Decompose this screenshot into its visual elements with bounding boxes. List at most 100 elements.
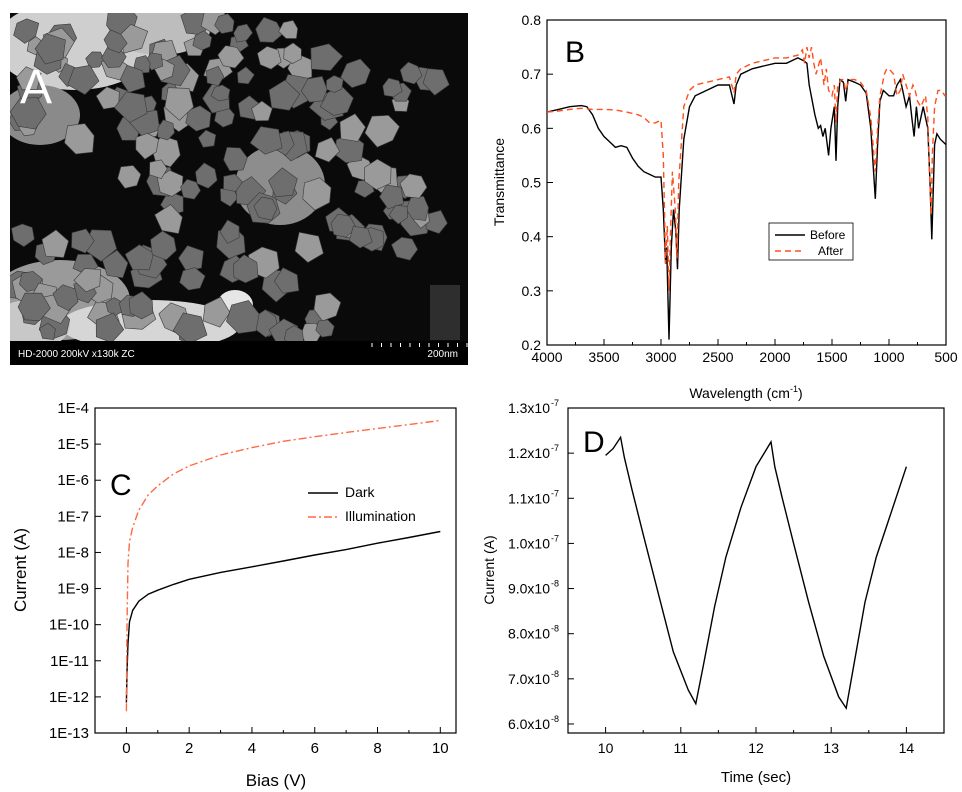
particle (73, 268, 101, 293)
y-tick-label: 0.6 (522, 120, 542, 136)
particle (149, 159, 168, 180)
particle (157, 119, 175, 141)
particle (300, 76, 328, 103)
y-tick-label: 1E-10 (49, 617, 89, 634)
y-tick-label: 0.5 (522, 175, 542, 191)
particle (425, 210, 448, 234)
x-tick-label: 4000 (531, 349, 562, 365)
y-tick-exponent: -8 (551, 714, 559, 724)
panel-c-iv-chart: 0 2 4 6 8 10 1E-13 1E-12 1E-11 1E-10 1E-9 1E-8 1E-7 1… (11, 400, 457, 790)
particle (348, 225, 373, 249)
particle (117, 165, 142, 189)
particle (232, 254, 259, 284)
axes: 4000 3500 3000 2500 2000 1500 1000 500 0.2 0.3 0.4… (522, 12, 958, 365)
particle (219, 219, 240, 244)
particle (156, 169, 184, 197)
x-tick-label: 2 (185, 740, 193, 757)
particle (64, 123, 95, 155)
particle (315, 319, 335, 338)
y-tick-label: 1E-5 (57, 436, 89, 453)
y-tick-exponent: -8 (551, 624, 559, 634)
particle (119, 64, 146, 93)
y-tick-label: 1E-8 (57, 544, 89, 561)
x-tick-label: 2500 (702, 349, 733, 365)
particle (192, 30, 213, 51)
x-tick-label: 13 (823, 740, 839, 756)
particle (71, 228, 95, 254)
particle (180, 178, 201, 200)
x-axis-label: Bias (V) (246, 771, 306, 790)
series-line-0 (125, 530, 441, 703)
particle (273, 267, 300, 294)
y-tick-label: 0.8 (522, 12, 542, 28)
y-tick-exponent: -8 (551, 669, 559, 679)
plot-frame (546, 19, 947, 346)
legend: Before After (768, 222, 854, 261)
particle (388, 204, 409, 225)
particle (268, 167, 298, 198)
panel-letter-a: A (20, 61, 52, 114)
particle (422, 68, 450, 96)
series-lines (125, 419, 441, 712)
x-tick-label: 14 (899, 740, 915, 756)
particle (11, 223, 35, 247)
x-tick-label: 3500 (588, 349, 619, 365)
particle (226, 300, 260, 334)
particle (364, 114, 400, 148)
particle (195, 162, 218, 189)
x-tick-label: 3000 (645, 349, 676, 365)
particle (399, 173, 428, 199)
particle (251, 100, 273, 122)
particle-cluster (10, 13, 460, 350)
x-tick-label: 1000 (873, 349, 904, 365)
particle (217, 45, 245, 69)
particle (202, 296, 231, 328)
particle (339, 113, 366, 142)
y-tick-exponent: -8 (551, 579, 559, 589)
x-tick-label: 4 (248, 740, 256, 757)
axes: 10 11 12 13 146.0x10 -87.0x10 -88.0x10 -89.0x10… (508, 398, 914, 756)
y-axis-label: Current (A) (481, 535, 497, 604)
panel-letter-c: C (110, 469, 132, 502)
y-tick-label: 9.0x10 (508, 581, 550, 597)
particle (310, 43, 344, 71)
particle (405, 195, 429, 221)
y-tick-label: 1E-11 (50, 653, 89, 670)
y-tick-exponent: -7 (551, 488, 559, 498)
y-tick-exponent: -7 (551, 443, 559, 453)
particle (278, 20, 299, 39)
x-axis-label: Time (sec) (721, 769, 791, 786)
particle (154, 204, 183, 234)
particle (102, 249, 129, 279)
x-axis-label: Wavelength (cm-1) (689, 384, 802, 401)
particle (340, 58, 371, 88)
particle (128, 291, 154, 320)
particle (114, 91, 148, 123)
y-tick-label: 1.1x10 (508, 490, 550, 506)
particle (223, 146, 248, 172)
particle (103, 29, 128, 54)
x-tick-label: 2000 (759, 349, 790, 365)
series-line-0 (547, 57, 946, 340)
y-tick-label: 1.3x10 (508, 400, 550, 416)
particle (179, 267, 206, 291)
x-tick-label: 0 (122, 740, 130, 757)
x-tick-label: 11 (674, 740, 689, 756)
particle (302, 177, 332, 211)
x-tick-label: 6 (311, 740, 319, 757)
particle (223, 173, 243, 192)
info-bar (10, 341, 468, 365)
particle (34, 33, 66, 65)
particle (150, 230, 177, 261)
series-lines (605, 435, 908, 711)
panel-d-transient-chart: 10 11 12 13 146.0x10 -87.0x10 -88.0x10 -89.0x10… (481, 398, 945, 786)
particle (52, 284, 79, 311)
series-line-1 (125, 419, 441, 712)
y-tick-label: 1E-7 (57, 508, 89, 525)
particle (10, 97, 47, 130)
info-bar-text: HD-2000 200kV x130k ZC (18, 349, 135, 360)
particle (294, 231, 324, 263)
particle (314, 137, 340, 163)
plot-frame (94, 407, 457, 734)
